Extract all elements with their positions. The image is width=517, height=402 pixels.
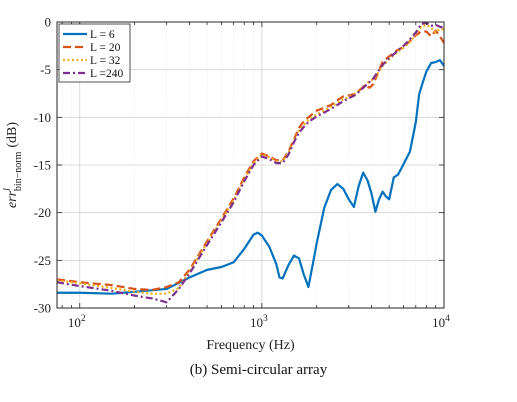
series-line-4 xyxy=(56,21,445,304)
legend-label-4: L =240 xyxy=(90,68,123,80)
y-tick-label: 0 xyxy=(45,15,52,30)
y-tick-label: -5 xyxy=(40,62,51,77)
y-axis-label: errlbin−norm (dB) xyxy=(2,122,24,208)
y-tick-label: -25 xyxy=(34,253,51,268)
series-line-1 xyxy=(57,59,445,295)
y-axis-label-main: err xyxy=(5,190,20,208)
x-tick-label-exponent: 2 xyxy=(81,314,86,324)
x-axis-label: Frequency (Hz) xyxy=(206,338,295,353)
legend: L = 6L = 20L = 32L =240 xyxy=(58,23,131,83)
x-tick-label-exponent: 4 xyxy=(445,314,450,324)
y-axis-label-unit: (dB) xyxy=(5,122,20,148)
series-lines xyxy=(56,21,445,304)
legend-label-3: L = 32 xyxy=(90,55,121,67)
x-tick-label-exponent: 3 xyxy=(263,314,268,324)
x-tick-label: 104 xyxy=(432,314,450,330)
legend-label-2: L = 20 xyxy=(90,42,121,54)
legend-label-1: L = 6 xyxy=(90,29,115,41)
x-tick-label-base: 10 xyxy=(432,315,445,330)
y-axis-label-superscript: l xyxy=(2,188,13,191)
figure-caption: (b) Semi-circular array xyxy=(189,362,328,378)
y-tick-label: -15 xyxy=(34,158,51,173)
x-tick-label-base: 10 xyxy=(250,315,263,330)
x-tick-label: 103 xyxy=(250,314,268,330)
y-tick-label: -20 xyxy=(34,205,51,220)
y-tick-label: -30 xyxy=(34,301,51,316)
y-tick-label: -10 xyxy=(34,110,51,125)
x-tick-label: 102 xyxy=(68,314,86,330)
series-line-3 xyxy=(56,23,445,295)
y-axis-label-subscript: bin−norm xyxy=(13,151,24,191)
x-tick-label-base: 10 xyxy=(68,315,81,330)
